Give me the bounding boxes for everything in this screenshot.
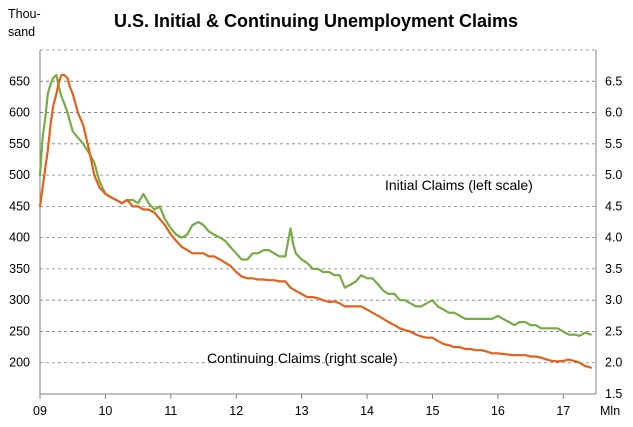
x-axis-tick-label: 16 [491,404,505,418]
initial-claims-label: Initial Claims (left scale) [385,177,533,193]
chart-title: U.S. Initial & Continuing Unemployment C… [114,11,518,31]
right-axis-tick-label: 6.0 [605,106,622,120]
left-axis-tick-labels: 200 250 300 350 400 450 500 550 600 650 [9,74,30,369]
right-axis-tick-label: 3.0 [605,293,622,307]
x-axis-tick-label: 11 [164,404,177,418]
x-axis-tick-label: 14 [360,404,374,418]
left-axis-tick-label: 250 [9,324,30,338]
left-axis-tick-label: 450 [9,199,30,213]
left-axis-tick-label: 550 [9,137,30,151]
left-axis-tick-label: 300 [9,293,30,307]
axes [39,50,597,399]
grid-lines [40,49,596,364]
left-axis-tick-label: 400 [9,231,30,245]
x-axis-tick-label: 15 [426,404,440,418]
right-axis-tick-label: 2.0 [605,356,622,370]
continuing-claims-line [38,73,592,369]
right-axis-tick-label: 6.5 [605,74,622,88]
right-axis-tick-label: 4.5 [605,199,622,213]
series-lines [38,73,592,369]
right-axis-tick-label: 1.5 [605,387,622,401]
left-axis-tick-label: 500 [9,168,30,182]
x-axis-tick-labels: 09 10 11 12 13 14 15 16 17 [33,404,570,418]
right-axis-tick-label: 3.5 [605,262,622,276]
x-axis-tick-label: 10 [98,404,112,418]
left-axis-unit-line1: Thou- [8,7,41,21]
left-axis-tick-label: 650 [9,74,30,88]
right-axis-tick-labels: 1.5 2.0 2.5 3.0 3.5 4.0 4.5 5.0 5.5 6.0 6.5 [605,74,622,401]
continuing-claims-label: Continuing Claims (right scale) [207,350,398,366]
left-axis-unit-line2: sand [8,25,35,39]
left-axis-tick-label: 600 [9,106,30,120]
x-axis-tick-label: 09 [33,404,47,418]
left-axis-tick-label: 200 [9,356,30,370]
right-axis-tick-label: 2.5 [605,324,622,338]
right-axis-tick-label: 4.0 [605,231,622,245]
left-axis-tick-label: 350 [9,262,30,276]
x-axis-tick-label: 17 [556,404,570,418]
x-axis-tick-label: 13 [295,404,309,418]
right-axis-tick-label: 5.5 [605,137,622,151]
right-axis-tick-label: 5.0 [605,168,622,182]
x-axis-tick-label: 12 [229,404,243,418]
right-axis-unit: Mln [600,404,620,418]
